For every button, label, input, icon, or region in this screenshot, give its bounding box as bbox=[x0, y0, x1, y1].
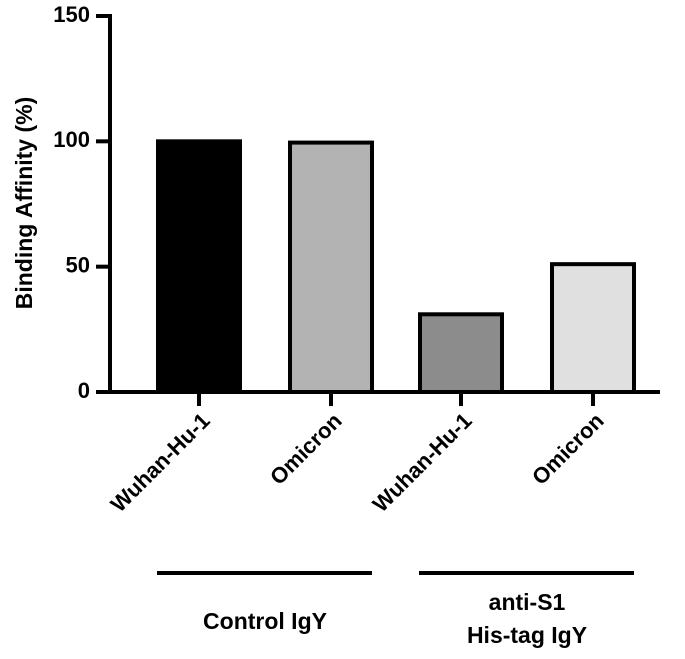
y-tick-label: 50 bbox=[66, 252, 90, 277]
bar-1 bbox=[156, 139, 242, 394]
x-category-label: Wuhan-Hu-1 bbox=[106, 408, 215, 517]
y-axis-title: Binding Affinity (%) bbox=[11, 97, 37, 310]
group-label-anti-s1-line1: anti-S1 bbox=[489, 589, 566, 615]
group-label-anti-s1-line2: His-tag IgY bbox=[467, 622, 587, 648]
group-label-control: Control IgY bbox=[203, 608, 327, 634]
bar-2 bbox=[288, 140, 374, 394]
y-tick-label: 150 bbox=[53, 2, 90, 27]
bar-4 bbox=[550, 262, 636, 394]
y-ticks-layer: 0 50 100 150 bbox=[53, 2, 110, 403]
y-tick-label: 0 bbox=[78, 378, 90, 403]
bar-3 bbox=[418, 312, 504, 394]
x-category-label: Omicron bbox=[265, 408, 347, 490]
x-ticks-layer: Wuhan-Hu-1 Omicron Wuhan-Hu-1 Omicron bbox=[106, 392, 609, 517]
x-category-label: Wuhan-Hu-1 bbox=[368, 408, 477, 517]
x-category-label: Omicron bbox=[527, 408, 609, 490]
y-tick-label: 100 bbox=[53, 127, 90, 152]
bars-layer bbox=[156, 139, 636, 394]
